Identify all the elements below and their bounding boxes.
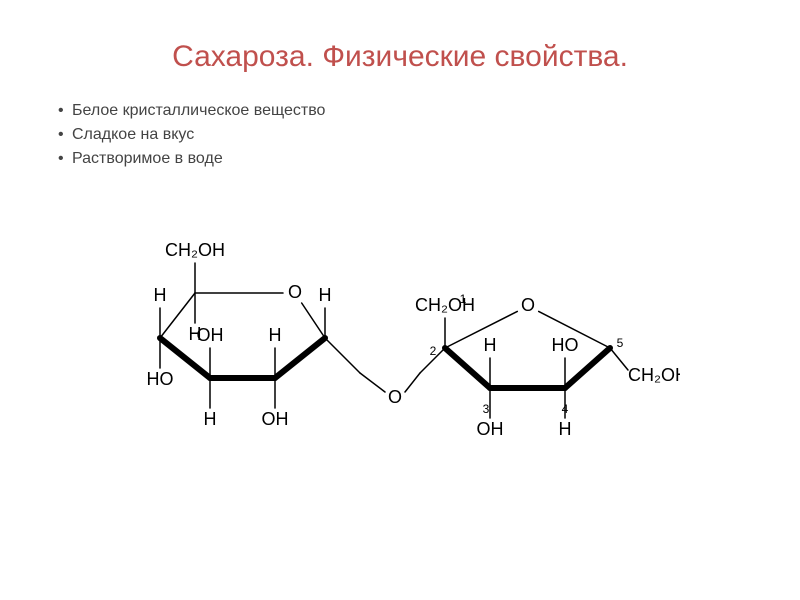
- svg-text:O: O: [288, 282, 302, 302]
- bullet-list: Белое кристаллическое вещество Сладкое н…: [50, 102, 750, 168]
- svg-text:O: O: [388, 387, 402, 407]
- svg-text:OH: OH: [262, 409, 289, 429]
- slide: Сахароза. Физические свойства. Белое кри…: [0, 0, 800, 600]
- slide-title: Сахароза. Физические свойства.: [50, 40, 750, 74]
- svg-text:CH₂OH: CH₂OH: [165, 240, 225, 260]
- svg-text:H: H: [269, 325, 282, 345]
- svg-text:H: H: [154, 285, 167, 305]
- diagram-container: OOOHHOOHHHOHHCH₂OHHCH₂OH1HOHHOHCH₂OH2345: [50, 198, 750, 478]
- list-item: Белое кристаллическое вещество: [58, 102, 750, 120]
- svg-text:H: H: [319, 285, 332, 305]
- svg-text:HO: HO: [147, 369, 174, 389]
- svg-text:4: 4: [562, 402, 569, 416]
- svg-text:H: H: [189, 324, 202, 344]
- svg-text:H: H: [559, 419, 572, 439]
- svg-text:O: O: [521, 295, 535, 315]
- svg-text:OH: OH: [477, 419, 504, 439]
- svg-text:5: 5: [617, 336, 624, 350]
- svg-text:2: 2: [430, 344, 437, 358]
- svg-text:3: 3: [483, 402, 490, 416]
- svg-text:HO: HO: [552, 335, 579, 355]
- list-item: Сладкое на вкус: [58, 126, 750, 144]
- svg-text:H: H: [484, 335, 497, 355]
- list-item: Растворимое в воде: [58, 150, 750, 168]
- sucrose-structure-diagram: OOOHHOOHHHOHHCH₂OHHCH₂OH1HOHHOHCH₂OH2345: [120, 198, 680, 478]
- svg-text:CH₂OH: CH₂OH: [628, 365, 680, 385]
- svg-text:1: 1: [460, 292, 467, 306]
- svg-text:H: H: [204, 409, 217, 429]
